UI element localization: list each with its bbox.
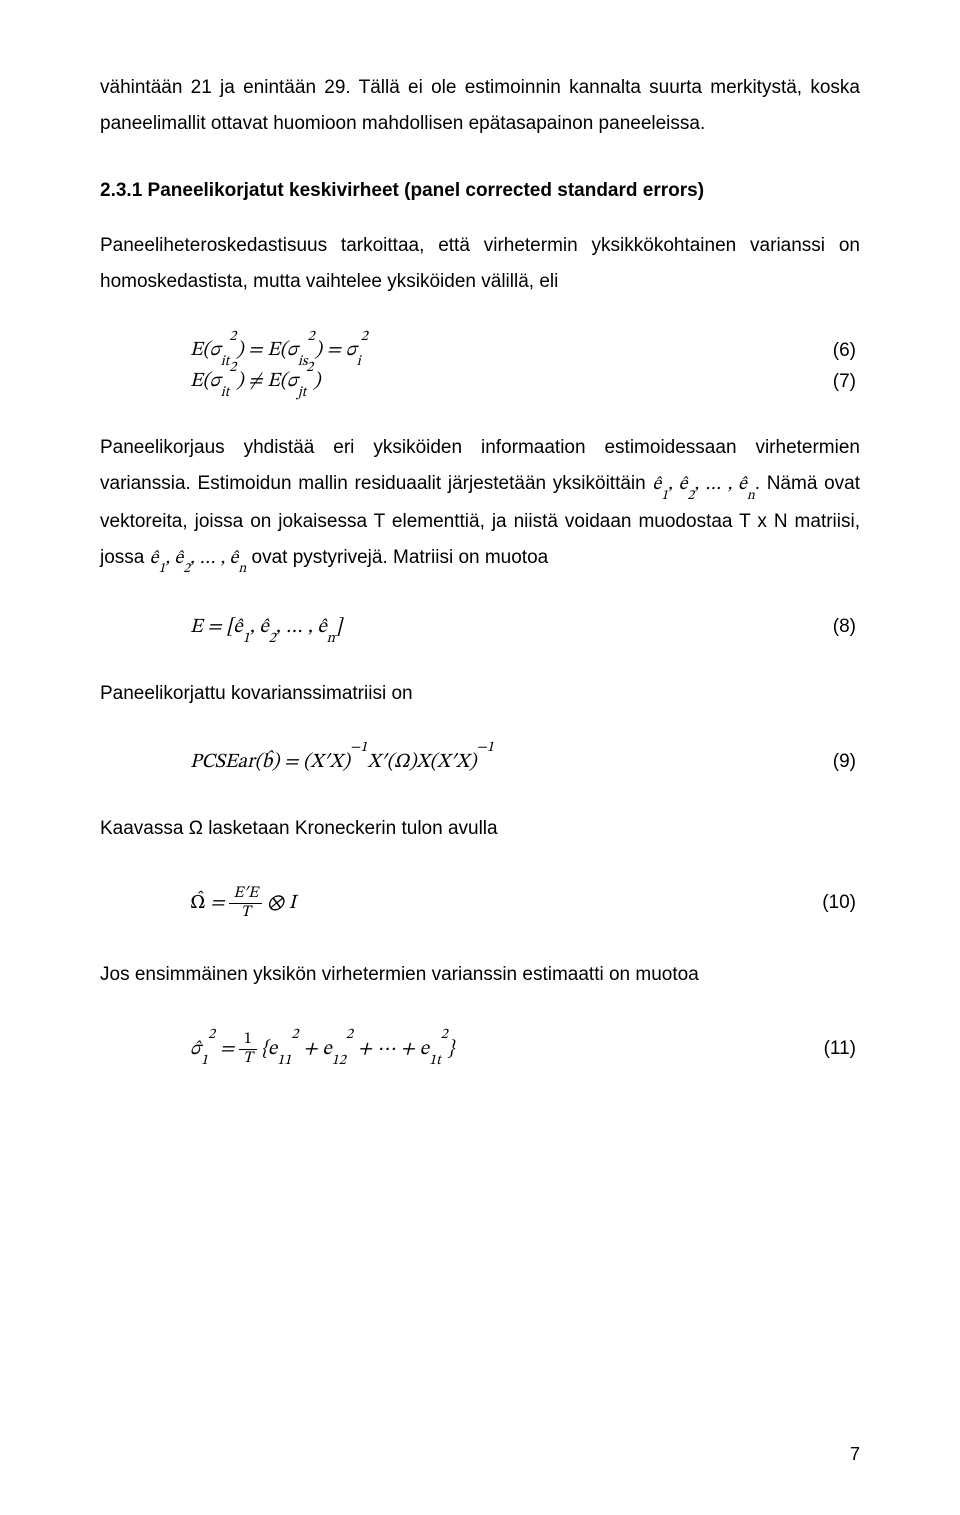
equation-10: Ω̂ = E′ET ⊗ I (10) (100, 885, 860, 921)
paragraph-3-math-2: ê1, ê2, … , ên (150, 549, 247, 568)
paragraph-6: Jos ensimmäinen yksikön virhetermien var… (100, 957, 860, 993)
paragraph-3: Paneelikorjaus yhdistää eri yksiköiden i… (100, 430, 860, 576)
equation-11: σ̂12 = 1T {e112 + e122 + ⋯ + e1t2} (11) (100, 1031, 860, 1067)
equation-9-number: (9) (833, 751, 856, 773)
paragraph-5: Kaavassa Ω lasketaan Kroneckerin tulon a… (100, 811, 860, 847)
equation-11-math: σ̂12 = 1T {e112 + e122 + ⋯ + e1t2} (190, 1031, 454, 1067)
equation-8-math: E = [ê1, ê2, … , ên] (190, 615, 342, 640)
heading-2-3-1: 2.3.1 Paneelikorjatut keskivirheet (pane… (100, 180, 860, 202)
equation-9-math: PCSEar(b̂) = (X′X)−1X′(Ω)X(X′X)−1 (190, 750, 494, 775)
paragraph-3-text-c: ovat pystyrivejä. Matriisi on muotoa (246, 547, 548, 568)
equation-7-math: E(σit2) ≠ E(σjt2) (190, 369, 320, 394)
equation-block-9: PCSEar(b̂) = (X′X)−1X′(Ω)X(X′X)−1 (9) (100, 750, 860, 775)
equation-6: E(σit2) = E(σis2) = σi2 (6) (100, 338, 860, 363)
equation-6-math: E(σit2) = E(σis2) = σi2 (190, 338, 368, 363)
page-container: vähintään 21 ja enintään 29. Tällä ei ol… (0, 0, 960, 1515)
equation-6-number: (6) (833, 340, 856, 362)
equation-8: E = [ê1, ê2, … , ên] (8) (100, 615, 860, 640)
equation-8-number: (8) (833, 616, 856, 638)
equation-10-number: (10) (822, 892, 856, 914)
equation-9: PCSEar(b̂) = (X′X)−1X′(Ω)X(X′X)−1 (9) (100, 750, 860, 775)
equation-7-number: (7) (833, 371, 856, 393)
paragraph-2: Paneeliheteroskedastisuus tarkoittaa, et… (100, 228, 860, 300)
paragraph-3-math-1: ê1, ê2, … , ên (652, 475, 754, 494)
equation-block-8: E = [ê1, ê2, … , ên] (8) (100, 615, 860, 640)
page-number: 7 (850, 1444, 860, 1465)
equation-11-number: (11) (824, 1038, 856, 1060)
equation-block-10: Ω̂ = E′ET ⊗ I (10) (100, 885, 860, 921)
paragraph-1: vähintään 21 ja enintään 29. Tällä ei ol… (100, 70, 860, 142)
equation-10-math: Ω̂ = E′ET ⊗ I (190, 885, 296, 921)
equation-block-11: σ̂12 = 1T {e112 + e122 + ⋯ + e1t2} (11) (100, 1031, 860, 1067)
paragraph-4: Paneelikorjattu kovarianssimatriisi on (100, 676, 860, 712)
equation-block-6-7: E(σit2) = E(σis2) = σi2 (6) E(σit2) ≠ E(… (100, 338, 860, 394)
equation-7: E(σit2) ≠ E(σjt2) (7) (100, 369, 860, 394)
